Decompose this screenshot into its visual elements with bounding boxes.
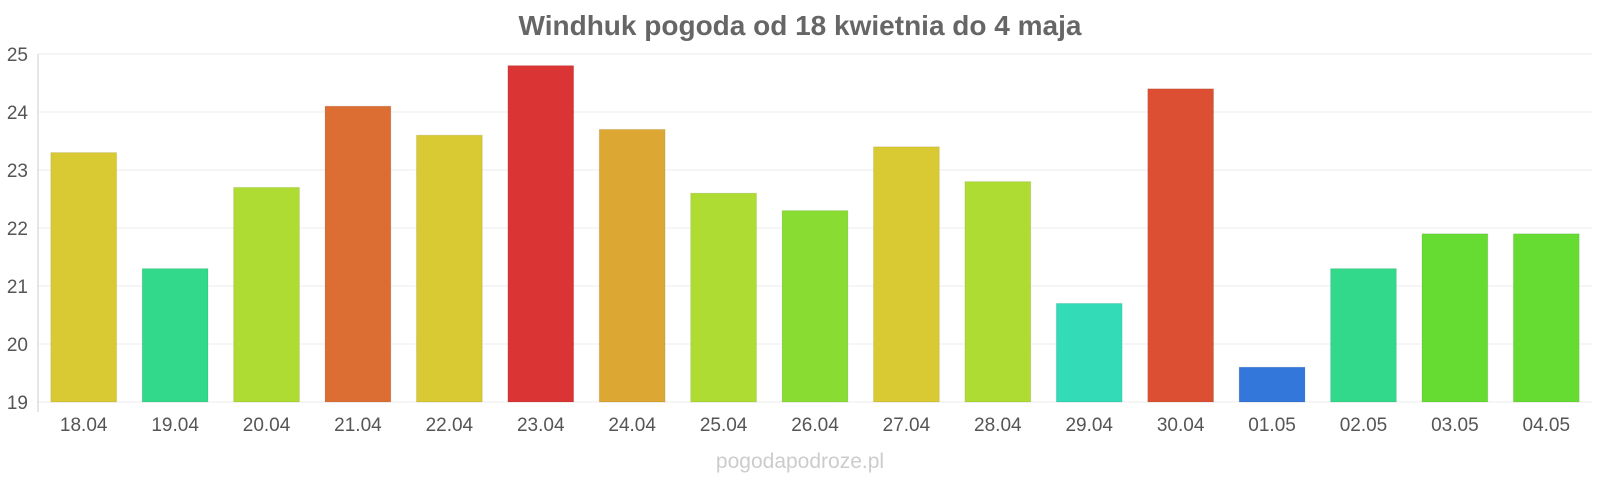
bar: [415, 134, 483, 403]
x-tick-label: 01.05: [1248, 415, 1296, 436]
y-tick-labels: 19 20 21 22 23 24 25: [7, 45, 29, 414]
y-tick-label: 24: [7, 103, 29, 124]
y-tick-label: 19: [7, 393, 28, 414]
x-tick-label: 04.05: [1523, 415, 1571, 436]
bar: [964, 181, 1032, 403]
x-tick-label: 26.04: [791, 415, 839, 436]
y-tick-label: 23: [7, 161, 28, 182]
bar: [873, 146, 940, 403]
bar: [781, 210, 849, 403]
bar: [690, 192, 757, 403]
bar: [1330, 268, 1397, 403]
x-tick-label: 20.04: [243, 415, 291, 436]
x-tick-label: 24.04: [608, 415, 656, 436]
bar: [1512, 233, 1580, 403]
x-tick-label: 30.04: [1157, 415, 1205, 436]
y-tick-label: 22: [7, 219, 28, 240]
x-tick-label: 18.04: [60, 415, 108, 436]
bar: [141, 268, 209, 403]
y-tick-label: 21: [7, 277, 28, 298]
chart-title: Windhuk pogoda od 18 kwietnia do 4 maja: [518, 10, 1082, 41]
x-tick-label: 02.05: [1340, 415, 1388, 436]
x-tick-label: 25.04: [700, 415, 748, 436]
x-tick-label: 22.04: [426, 415, 474, 436]
bar: [1421, 233, 1489, 403]
y-tick-label: 20: [7, 335, 28, 356]
x-tick-label: 27.04: [883, 415, 931, 436]
x-tick-label: 28.04: [974, 415, 1022, 436]
bar: [1238, 366, 1306, 403]
x-tick-label: 19.04: [151, 415, 199, 436]
x-tick-label: 23.04: [517, 415, 565, 436]
x-tick-label: 03.05: [1431, 415, 1479, 436]
watermark: pogodapodroze.pl: [715, 450, 885, 473]
bar: [1147, 88, 1215, 403]
x-tick-labels: 18.04 19.04 20.04 21.04 22.04 23.04 24.04 25.04…: [60, 415, 1570, 436]
bar: [233, 186, 300, 403]
y-tick-label: 25: [7, 45, 28, 66]
x-tick-label: 21.04: [334, 415, 382, 436]
x-tick-label: 29.04: [1065, 415, 1113, 436]
bar: [507, 65, 575, 403]
bars: [50, 65, 1580, 403]
bar: [598, 128, 666, 403]
bar-chart: 19 20 21 22 23 24 25 18.04 19.04 20.04 21.04 22.04…: [7, 45, 1592, 436]
bar: [50, 152, 118, 403]
bar: [1055, 302, 1123, 403]
bar: [324, 105, 392, 403]
